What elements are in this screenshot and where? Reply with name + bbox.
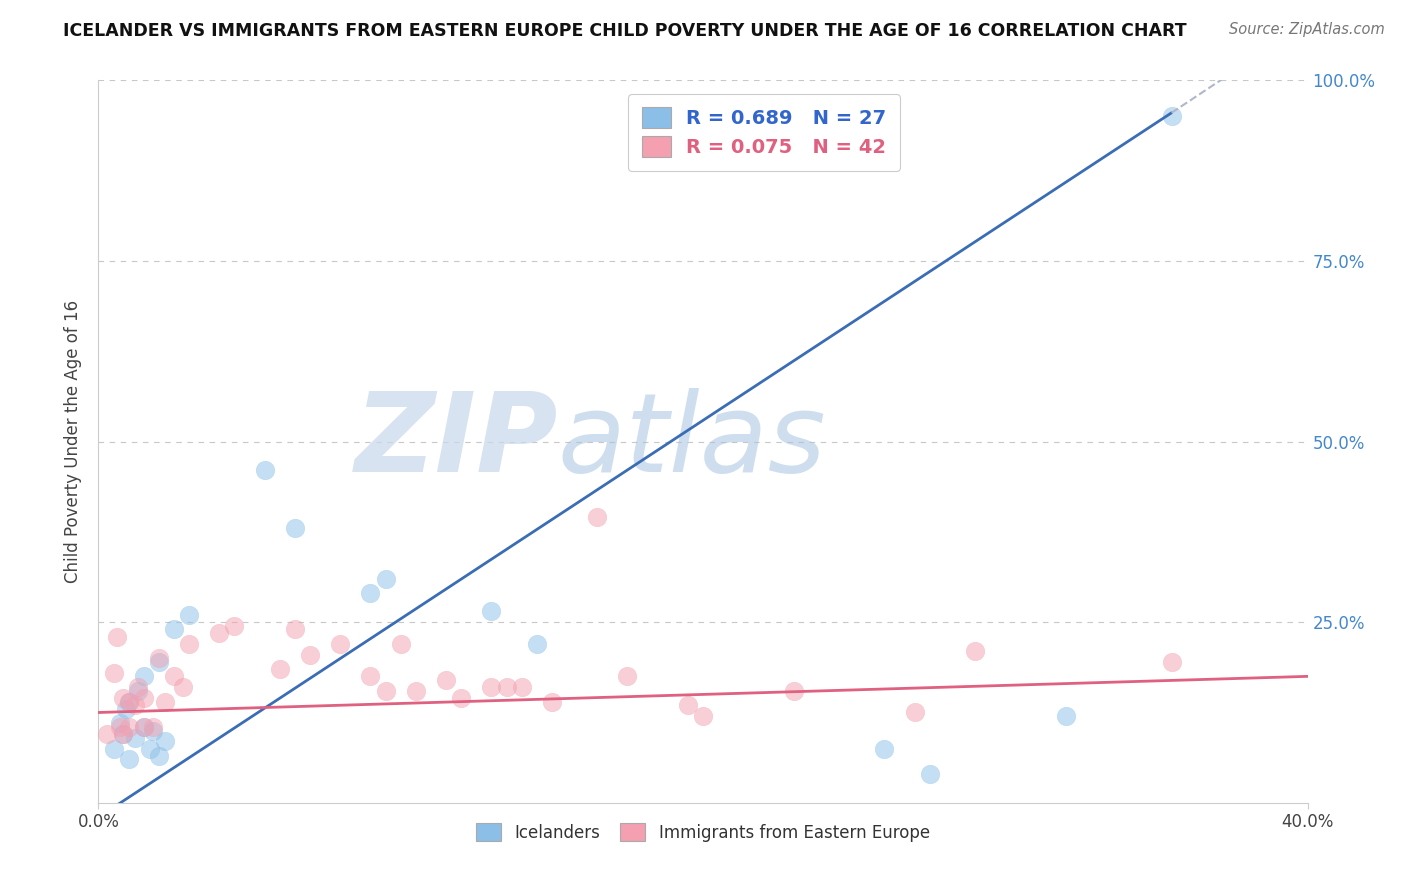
Point	[873, 741, 896, 756]
Point	[103, 665, 125, 680]
Point	[124, 731, 146, 745]
Point	[142, 720, 165, 734]
Point	[374, 683, 396, 698]
Point	[132, 669, 155, 683]
Point	[389, 637, 412, 651]
Point	[132, 691, 155, 706]
Point	[118, 720, 141, 734]
Point	[103, 741, 125, 756]
Legend: Icelanders, Immigrants from Eastern Europe: Icelanders, Immigrants from Eastern Euro…	[470, 817, 936, 848]
Point	[111, 727, 134, 741]
Point	[1054, 709, 1077, 723]
Point	[918, 767, 941, 781]
Point	[118, 752, 141, 766]
Point	[510, 680, 533, 694]
Point	[96, 727, 118, 741]
Point	[965, 644, 987, 658]
Text: ICELANDER VS IMMIGRANTS FROM EASTERN EUROPE CHILD POVERTY UNDER THE AGE OF 16 CO: ICELANDER VS IMMIGRANTS FROM EASTERN EUR…	[63, 22, 1187, 40]
Point	[153, 734, 176, 748]
Point	[299, 648, 322, 662]
Text: ZIP: ZIP	[354, 388, 558, 495]
Point	[179, 637, 201, 651]
Point	[132, 720, 155, 734]
Point	[284, 521, 307, 535]
Point	[127, 680, 149, 694]
Point	[108, 716, 131, 731]
Point	[284, 623, 307, 637]
Point	[105, 630, 128, 644]
Point	[163, 669, 186, 683]
Point	[111, 691, 134, 706]
Point	[481, 680, 503, 694]
Point	[124, 698, 146, 713]
Point	[676, 698, 699, 713]
Point	[172, 680, 194, 694]
Point	[269, 662, 291, 676]
Point	[586, 510, 609, 524]
Text: atlas: atlas	[558, 388, 827, 495]
Point	[142, 723, 165, 738]
Point	[118, 695, 141, 709]
Point	[526, 637, 548, 651]
Point	[179, 607, 201, 622]
Point	[329, 637, 352, 651]
Point	[108, 720, 131, 734]
Point	[360, 586, 382, 600]
Point	[127, 683, 149, 698]
Point	[148, 651, 170, 665]
Point	[114, 702, 136, 716]
Point	[360, 669, 382, 683]
Point	[495, 680, 517, 694]
Point	[692, 709, 714, 723]
Point	[374, 572, 396, 586]
Point	[540, 695, 562, 709]
Point	[111, 727, 134, 741]
Y-axis label: Child Poverty Under the Age of 16: Child Poverty Under the Age of 16	[65, 300, 83, 583]
Point	[1160, 655, 1182, 669]
Point	[904, 706, 927, 720]
Point	[132, 720, 155, 734]
Point	[224, 619, 246, 633]
Point	[253, 463, 276, 477]
Point	[148, 655, 170, 669]
Point	[783, 683, 806, 698]
Point	[148, 748, 170, 763]
Point	[139, 741, 162, 756]
Point	[481, 604, 503, 618]
Point	[434, 673, 457, 687]
Point	[208, 626, 231, 640]
Point	[405, 683, 427, 698]
Point	[1160, 110, 1182, 124]
Point	[118, 695, 141, 709]
Text: Source: ZipAtlas.com: Source: ZipAtlas.com	[1229, 22, 1385, 37]
Point	[450, 691, 472, 706]
Point	[153, 695, 176, 709]
Point	[163, 623, 186, 637]
Point	[616, 669, 638, 683]
